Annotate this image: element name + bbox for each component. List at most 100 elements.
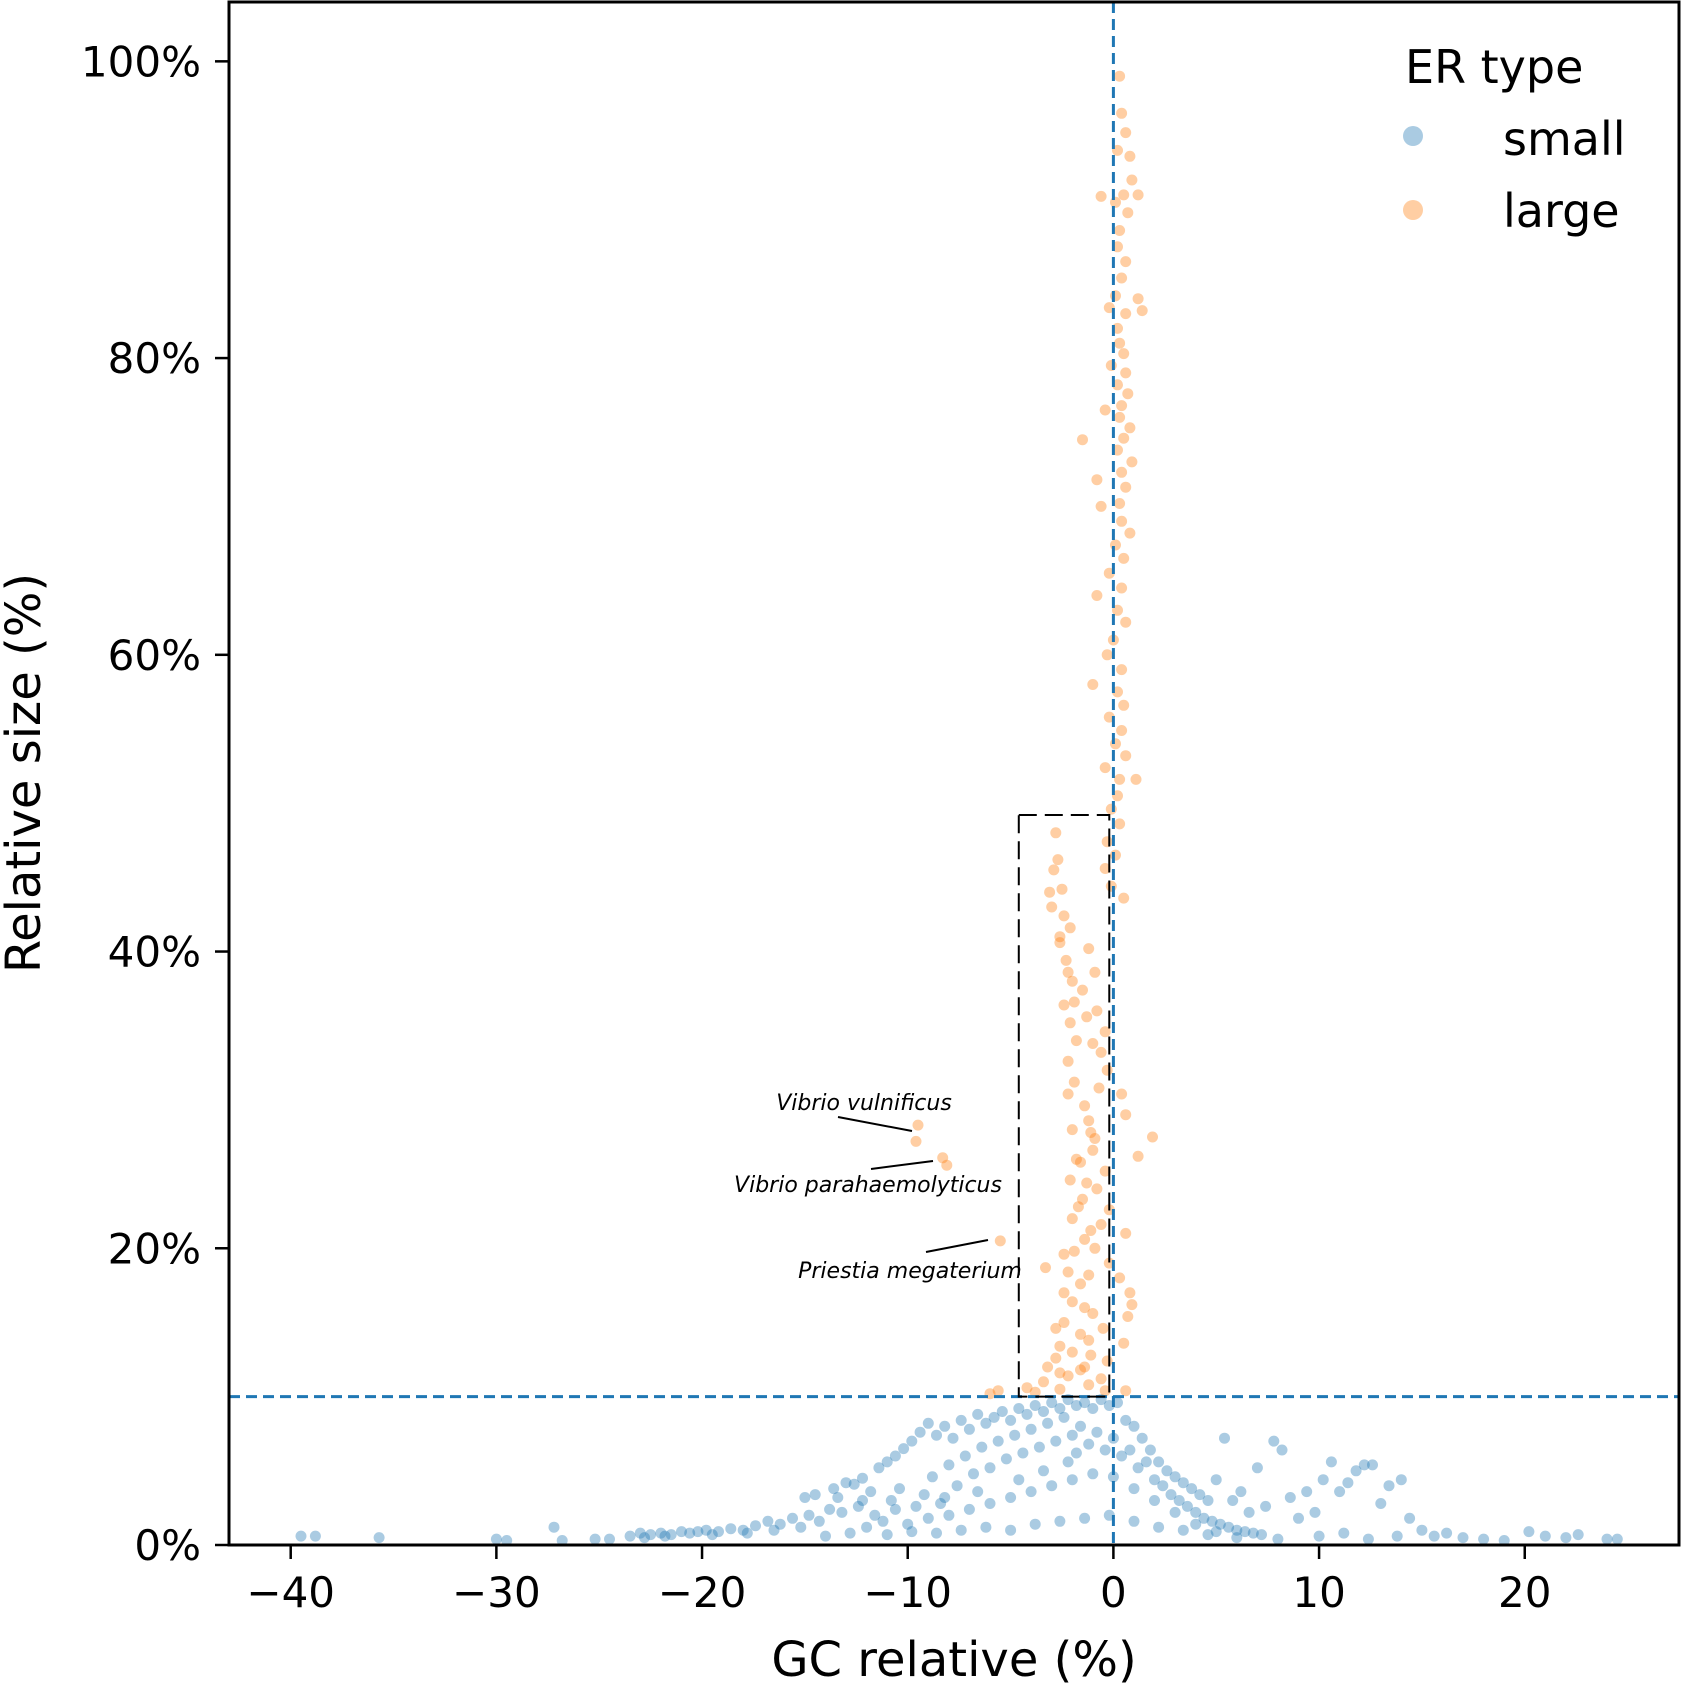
point-large-58	[1120, 750, 1132, 762]
point-large-54	[1118, 699, 1130, 711]
point-large-75	[1064, 922, 1076, 934]
point-large-147	[1040, 1262, 1051, 1274]
x-tick-label: −20	[658, 1568, 747, 1617]
point-large-82	[1058, 999, 1070, 1011]
point-small-11	[645, 1529, 657, 1541]
point-large-109	[1079, 1233, 1091, 1245]
point-small-80	[1251, 1462, 1263, 1474]
point-small-125	[926, 1471, 938, 1483]
point-small-27	[813, 1515, 825, 1527]
point-small-153	[1157, 1480, 1169, 1492]
point-small-171	[963, 1503, 975, 1515]
point-small-110	[1611, 1533, 1623, 1545]
point-large-97	[1147, 1131, 1158, 1143]
point-small-81	[1260, 1500, 1272, 1512]
point-large-90	[1068, 1076, 1080, 1088]
point-large-140	[1029, 1386, 1041, 1398]
point-large-159	[1081, 1177, 1093, 1189]
point-large-121	[1058, 1317, 1070, 1328]
point-large-155	[1093, 1082, 1105, 1094]
point-small-32	[857, 1472, 868, 1484]
point-small-26	[803, 1509, 815, 1521]
point-small-74	[1202, 1495, 1214, 1506]
point-large-1	[1116, 107, 1128, 119]
point-large-104	[1077, 1193, 1088, 1205]
annotation-vibrio-parahaemolyticus: Vibrio parahaemolyticus	[734, 1173, 1002, 1198]
point-small-188	[931, 1527, 942, 1539]
point-large-87	[1095, 1046, 1107, 1058]
point-large-5	[1126, 174, 1138, 186]
point-large-137	[992, 1385, 1004, 1397]
point-small-105	[1523, 1526, 1535, 1538]
y-tick-label: 0%	[134, 1521, 201, 1570]
point-large-30	[1124, 422, 1136, 434]
point-large-144	[937, 1152, 949, 1164]
point-small-109	[1601, 1533, 1613, 1545]
point-large-96	[1089, 1133, 1101, 1144]
point-small-150	[1132, 1462, 1144, 1474]
point-small-7	[589, 1533, 601, 1545]
point-large-63	[1105, 803, 1117, 815]
point-small-118	[836, 1506, 848, 1518]
point-small-45	[963, 1423, 975, 1435]
point-large-161	[1085, 1225, 1097, 1236]
x-axis-label: GC relative (%)	[771, 1632, 1136, 1684]
legend-title: ER type	[1405, 40, 1583, 94]
point-small-181	[1169, 1506, 1181, 1518]
point-small-25	[799, 1492, 811, 1503]
point-small-202	[1313, 1530, 1325, 1542]
point-small-69	[1161, 1465, 1173, 1477]
point-large-165	[1079, 1302, 1091, 1314]
y-tick-label: 60%	[108, 631, 201, 680]
point-small-31	[848, 1478, 860, 1490]
point-large-134	[1083, 1379, 1095, 1391]
point-large-146	[994, 1235, 1006, 1247]
legend-label-small: small	[1503, 112, 1626, 166]
point-large-26	[1122, 388, 1134, 400]
point-large-78	[1060, 954, 1072, 966]
point-large-39	[1095, 500, 1107, 512]
point-large-95	[1066, 1124, 1078, 1136]
point-large-94	[1083, 1115, 1095, 1127]
point-small-120	[869, 1509, 881, 1521]
point-large-7	[1095, 190, 1107, 202]
point-large-166	[1050, 1322, 1062, 1334]
point-large-153	[1081, 1011, 1093, 1023]
point-small-29	[832, 1492, 844, 1503]
point-large-18	[1120, 308, 1132, 320]
point-small-154	[1165, 1489, 1177, 1501]
point-small-55	[1046, 1397, 1058, 1409]
point-large-77	[1083, 943, 1095, 955]
point-small-158	[1198, 1512, 1210, 1524]
point-small-179	[1128, 1483, 1140, 1495]
point-large-43	[1118, 552, 1130, 564]
point-large-38	[1114, 498, 1126, 509]
point-large-100	[1075, 1156, 1086, 1168]
point-large-151	[1062, 966, 1074, 978]
point-small-135	[1009, 1429, 1021, 1441]
point-large-41	[1124, 527, 1136, 539]
point-small-6	[556, 1535, 568, 1546]
point-small-58	[1070, 1400, 1082, 1411]
point-small-41	[931, 1429, 942, 1441]
point-small-206	[1062, 1456, 1074, 1468]
point-large-124	[1118, 1337, 1130, 1349]
point-small-124	[918, 1489, 930, 1501]
point-small-193	[1054, 1515, 1066, 1527]
point-small-151	[1140, 1456, 1152, 1468]
point-large-114	[1114, 1272, 1126, 1284]
point-small-198	[1177, 1524, 1189, 1536]
point-small-44	[955, 1414, 967, 1426]
point-small-119	[852, 1500, 864, 1512]
point-small-84	[1284, 1492, 1296, 1503]
point-small-93	[1358, 1459, 1370, 1471]
point-small-123	[910, 1500, 922, 1512]
point-small-149	[1124, 1444, 1136, 1456]
point-small-24	[787, 1512, 798, 1524]
point-small-59	[1079, 1397, 1091, 1409]
point-large-116	[1124, 1287, 1136, 1299]
point-small-212	[889, 1503, 901, 1515]
point-large-143	[910, 1135, 922, 1147]
point-small-165	[1256, 1529, 1267, 1541]
point-large-157	[1085, 1127, 1097, 1138]
